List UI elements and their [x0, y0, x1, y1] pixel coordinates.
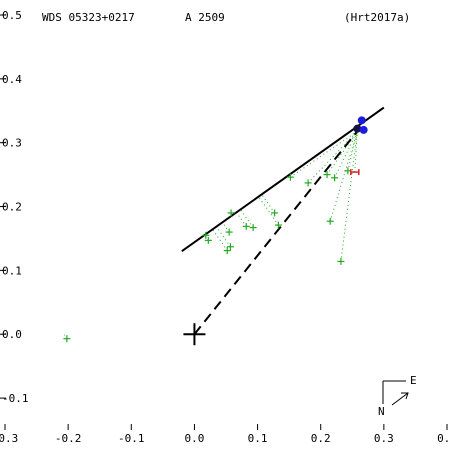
- x-tick-label: 0.1: [248, 432, 268, 445]
- residual-link: [216, 226, 231, 248]
- residual-links-group: [63, 130, 358, 339]
- observation-point: [331, 174, 339, 182]
- observation-point: [274, 221, 282, 229]
- axes-group: -0.3 -0.2 -0.1 0.0 0.1 0.2 0.3 0.4 -0.1 0.0 0.1 0.2…: [0, 9, 450, 445]
- observation-point: [223, 247, 231, 255]
- residual-link: [326, 130, 358, 175]
- dark-data-point: [353, 124, 362, 133]
- observation-point: [226, 243, 234, 251]
- discoverer-label: A 2509: [185, 11, 225, 24]
- observation-point: [202, 231, 210, 239]
- apparent-orbit-line: [181, 106, 385, 253]
- compass-east-label: E: [410, 374, 417, 387]
- compass-rose: E N: [378, 374, 417, 418]
- observation-point: [225, 228, 233, 236]
- x-tick-label: 0.0: [184, 432, 204, 445]
- compass-motion-arrow-shaft: [391, 392, 409, 406]
- observation-point: [242, 222, 250, 230]
- x-tick-label: -0.1: [118, 432, 145, 445]
- observation-point: [304, 179, 312, 187]
- observation-point: [204, 236, 212, 244]
- x-tick-label: 0.3: [374, 432, 394, 445]
- residual-link: [258, 196, 279, 226]
- observation-point: [227, 209, 235, 217]
- x-tick-label: -0.3: [0, 432, 18, 445]
- y-tick-label: 0.5: [2, 9, 22, 22]
- residual-link: [236, 212, 247, 227]
- observation-point: [63, 335, 71, 343]
- observation-marks-group: [63, 116, 368, 346]
- observation-point: [323, 171, 331, 179]
- residual-link: [290, 130, 358, 178]
- recent-data-point: [357, 116, 366, 125]
- observation-point: [286, 173, 294, 181]
- y-tick-label: -0.1: [2, 392, 29, 405]
- x-tick-label: -0.2: [55, 432, 82, 445]
- x-tick-label: 0.4: [437, 432, 450, 445]
- compass-motion-arrow-head: [401, 392, 409, 400]
- observation-point: [249, 224, 257, 232]
- reference-residual-link: [354, 131, 358, 173]
- wds-id-label: WDS 05323+0217: [42, 11, 135, 24]
- line-of-nodes: [193, 130, 359, 335]
- observation-point: [337, 257, 345, 265]
- observation-point: [326, 217, 334, 225]
- y-tick-label: 0.1: [2, 264, 22, 277]
- compass-north-label: N: [378, 405, 385, 418]
- orbit-lines-group: [181, 106, 385, 335]
- recent-data-point: [359, 125, 368, 134]
- residual-link: [334, 130, 358, 179]
- residual-link: [212, 229, 228, 251]
- reference-label: (Hrt2017a): [344, 11, 410, 24]
- y-tick-label: 0.0: [2, 328, 22, 341]
- y-tick-label: 0.3: [2, 137, 22, 150]
- observation-point: [271, 209, 279, 217]
- x-tick-label: 0.2: [311, 432, 331, 445]
- reference-observation-errorbar: [350, 169, 360, 176]
- residual-link: [347, 131, 358, 171]
- y-tick-label: 0.2: [2, 201, 22, 214]
- y-tick-label: 0.4: [2, 73, 22, 86]
